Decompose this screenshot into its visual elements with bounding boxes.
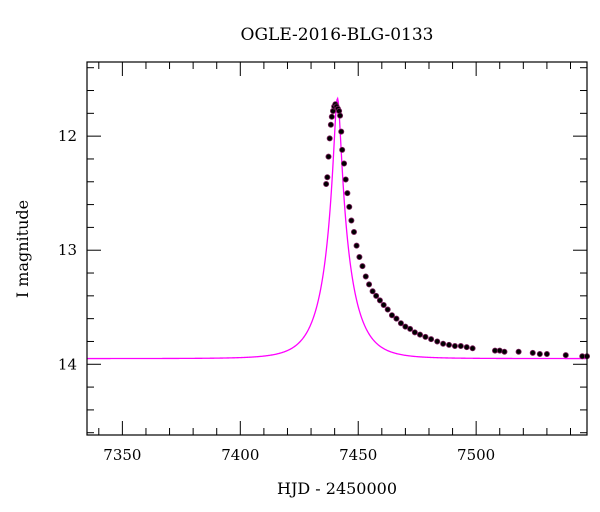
y-tick-label: 12 (58, 127, 77, 145)
data-point (323, 181, 330, 188)
data-point (446, 341, 453, 348)
x-tick-label: 7500 (457, 446, 495, 464)
data-point (359, 263, 366, 270)
x-tick-label: 7450 (339, 446, 377, 464)
data-point (376, 297, 383, 304)
data-point (341, 160, 348, 167)
data-point (469, 345, 476, 352)
data-point (344, 190, 351, 197)
data-point (325, 153, 332, 160)
data-point (536, 351, 543, 358)
data-point (366, 281, 373, 288)
data-point (326, 135, 333, 142)
data-point (397, 320, 404, 327)
data-point (451, 343, 458, 350)
data-point (324, 174, 331, 181)
data-point (342, 176, 349, 183)
data-point (407, 325, 414, 332)
data-point (353, 242, 360, 249)
data-point (457, 343, 464, 350)
model-curve-layer (87, 96, 587, 360)
data-point (434, 338, 441, 345)
data-point (338, 128, 345, 135)
data-point (529, 349, 536, 356)
data-point (411, 329, 418, 336)
data-point (463, 344, 470, 351)
data-point (417, 331, 424, 338)
plot-frame (86, 61, 588, 436)
y-axis-label: I magnitude (13, 200, 32, 298)
data-point (339, 146, 346, 153)
data-point (402, 323, 409, 330)
data-point (328, 113, 335, 120)
data-point (380, 301, 387, 308)
y-tick-label: 14 (58, 355, 77, 373)
data-points-layer (323, 101, 591, 360)
data-point (327, 121, 334, 128)
data-point (373, 292, 380, 299)
data-point (393, 315, 400, 322)
data-point (369, 288, 376, 295)
data-point (501, 348, 508, 355)
data-point (440, 340, 447, 347)
data-point (388, 312, 395, 319)
data-point (428, 336, 435, 343)
model-curve (87, 96, 587, 360)
chart-title: OGLE-2016-BLG-0133 (241, 25, 434, 45)
data-point (562, 352, 569, 359)
y-tick-label: 13 (58, 241, 77, 259)
data-point (337, 112, 344, 119)
axis-ticks: 7350 7400 7450 7500 12 13 14 (58, 62, 587, 464)
data-point (356, 254, 363, 261)
data-point (362, 273, 369, 280)
x-axis-label: HJD - 2450000 (277, 479, 397, 498)
data-point (350, 228, 357, 235)
data-point (348, 217, 355, 224)
x-tick-label: 7400 (221, 446, 259, 464)
data-point (384, 306, 391, 313)
data-point (515, 348, 522, 355)
data-point (422, 333, 429, 340)
data-point (543, 351, 550, 358)
data-point (346, 203, 353, 210)
x-tick-label: 7350 (103, 446, 141, 464)
